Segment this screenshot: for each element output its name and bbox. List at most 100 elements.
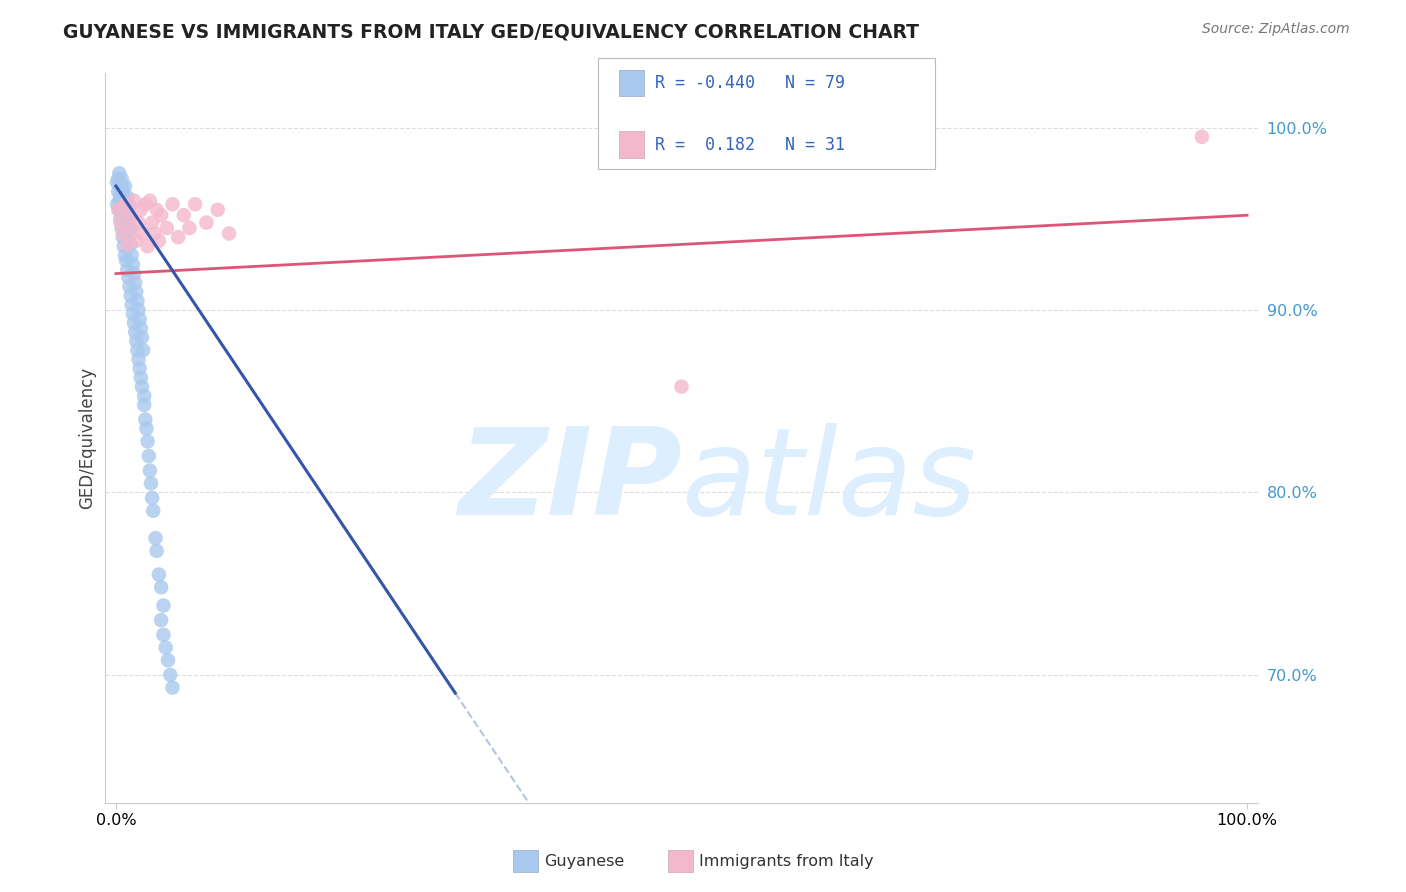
Point	[121, 221, 143, 235]
Point	[115, 190, 138, 204]
Point	[128, 361, 150, 376]
Point	[131, 330, 153, 344]
Point	[108, 202, 131, 217]
Point	[110, 179, 132, 194]
Text: R =  0.182   N = 31: R = 0.182 N = 31	[655, 136, 845, 153]
Point	[110, 215, 132, 229]
Point	[136, 239, 159, 253]
Point	[162, 197, 184, 211]
Point	[152, 599, 174, 613]
Point	[117, 211, 139, 226]
Point	[112, 201, 135, 215]
Text: Immigrants from Italy: Immigrants from Italy	[699, 854, 873, 869]
Point	[121, 248, 143, 262]
Point	[134, 389, 156, 403]
Point	[114, 248, 136, 262]
Point	[131, 380, 153, 394]
Point	[107, 185, 129, 199]
Point	[671, 380, 693, 394]
Point	[145, 531, 167, 545]
Point	[118, 230, 141, 244]
Point	[112, 239, 135, 253]
Point	[114, 179, 136, 194]
Point	[122, 267, 145, 281]
Point	[125, 234, 148, 248]
Text: GUYANESE VS IMMIGRANTS FROM ITALY GED/EQUIVALENCY CORRELATION CHART: GUYANESE VS IMMIGRANTS FROM ITALY GED/EQ…	[63, 22, 920, 41]
Point	[110, 211, 132, 226]
Point	[150, 208, 173, 222]
Point	[110, 181, 132, 195]
Text: Source: ZipAtlas.com: Source: ZipAtlas.com	[1202, 22, 1350, 37]
Point	[118, 279, 141, 293]
Point	[136, 434, 159, 449]
Point	[167, 230, 190, 244]
Point	[1191, 129, 1213, 144]
Point	[139, 464, 162, 478]
Point	[179, 221, 201, 235]
Point	[120, 221, 142, 235]
Point	[141, 491, 163, 505]
Point	[105, 197, 128, 211]
Point	[110, 188, 132, 202]
Point	[128, 352, 150, 367]
Point	[128, 312, 150, 326]
Y-axis label: GED/Equivalency: GED/Equivalency	[79, 367, 96, 508]
Point	[129, 370, 152, 384]
Point	[129, 321, 152, 335]
Point	[159, 668, 181, 682]
Point	[145, 202, 167, 217]
Point	[110, 171, 132, 186]
Point	[122, 316, 145, 330]
Point	[218, 227, 240, 241]
Point	[121, 297, 143, 311]
Point	[156, 653, 179, 667]
Point	[118, 199, 141, 213]
Point	[195, 215, 218, 229]
Point	[111, 230, 134, 244]
Point	[115, 263, 138, 277]
Point	[125, 285, 148, 299]
Point	[117, 223, 139, 237]
Point	[143, 227, 166, 241]
Point	[108, 194, 131, 208]
Point	[111, 185, 134, 199]
Point	[112, 194, 135, 208]
Point	[107, 171, 129, 186]
Text: Guyanese: Guyanese	[544, 854, 624, 869]
Point	[127, 343, 149, 358]
Point	[148, 234, 170, 248]
Point	[115, 202, 138, 217]
Point	[150, 580, 173, 594]
Point	[132, 227, 155, 241]
Point	[122, 307, 145, 321]
Point	[127, 293, 149, 308]
Point	[139, 476, 162, 491]
Point	[162, 681, 184, 695]
Point	[134, 412, 156, 426]
Point	[184, 197, 207, 211]
Point	[115, 215, 138, 229]
Point	[139, 194, 162, 208]
Point	[148, 567, 170, 582]
Point	[134, 398, 156, 412]
Point	[122, 194, 145, 208]
Point	[108, 166, 131, 180]
Point	[128, 215, 150, 229]
Point	[135, 422, 157, 436]
Point	[173, 208, 195, 222]
Point	[111, 227, 134, 241]
Point	[110, 221, 132, 235]
Text: atlas: atlas	[682, 423, 977, 540]
Point	[124, 276, 146, 290]
Point	[120, 237, 142, 252]
Point	[138, 449, 160, 463]
Point	[120, 288, 142, 302]
Point	[152, 628, 174, 642]
Point	[134, 197, 156, 211]
Point	[156, 221, 179, 235]
Point	[141, 215, 163, 229]
Point	[118, 208, 141, 222]
Text: ZIP: ZIP	[458, 423, 682, 540]
Point	[124, 325, 146, 339]
Point	[207, 202, 229, 217]
